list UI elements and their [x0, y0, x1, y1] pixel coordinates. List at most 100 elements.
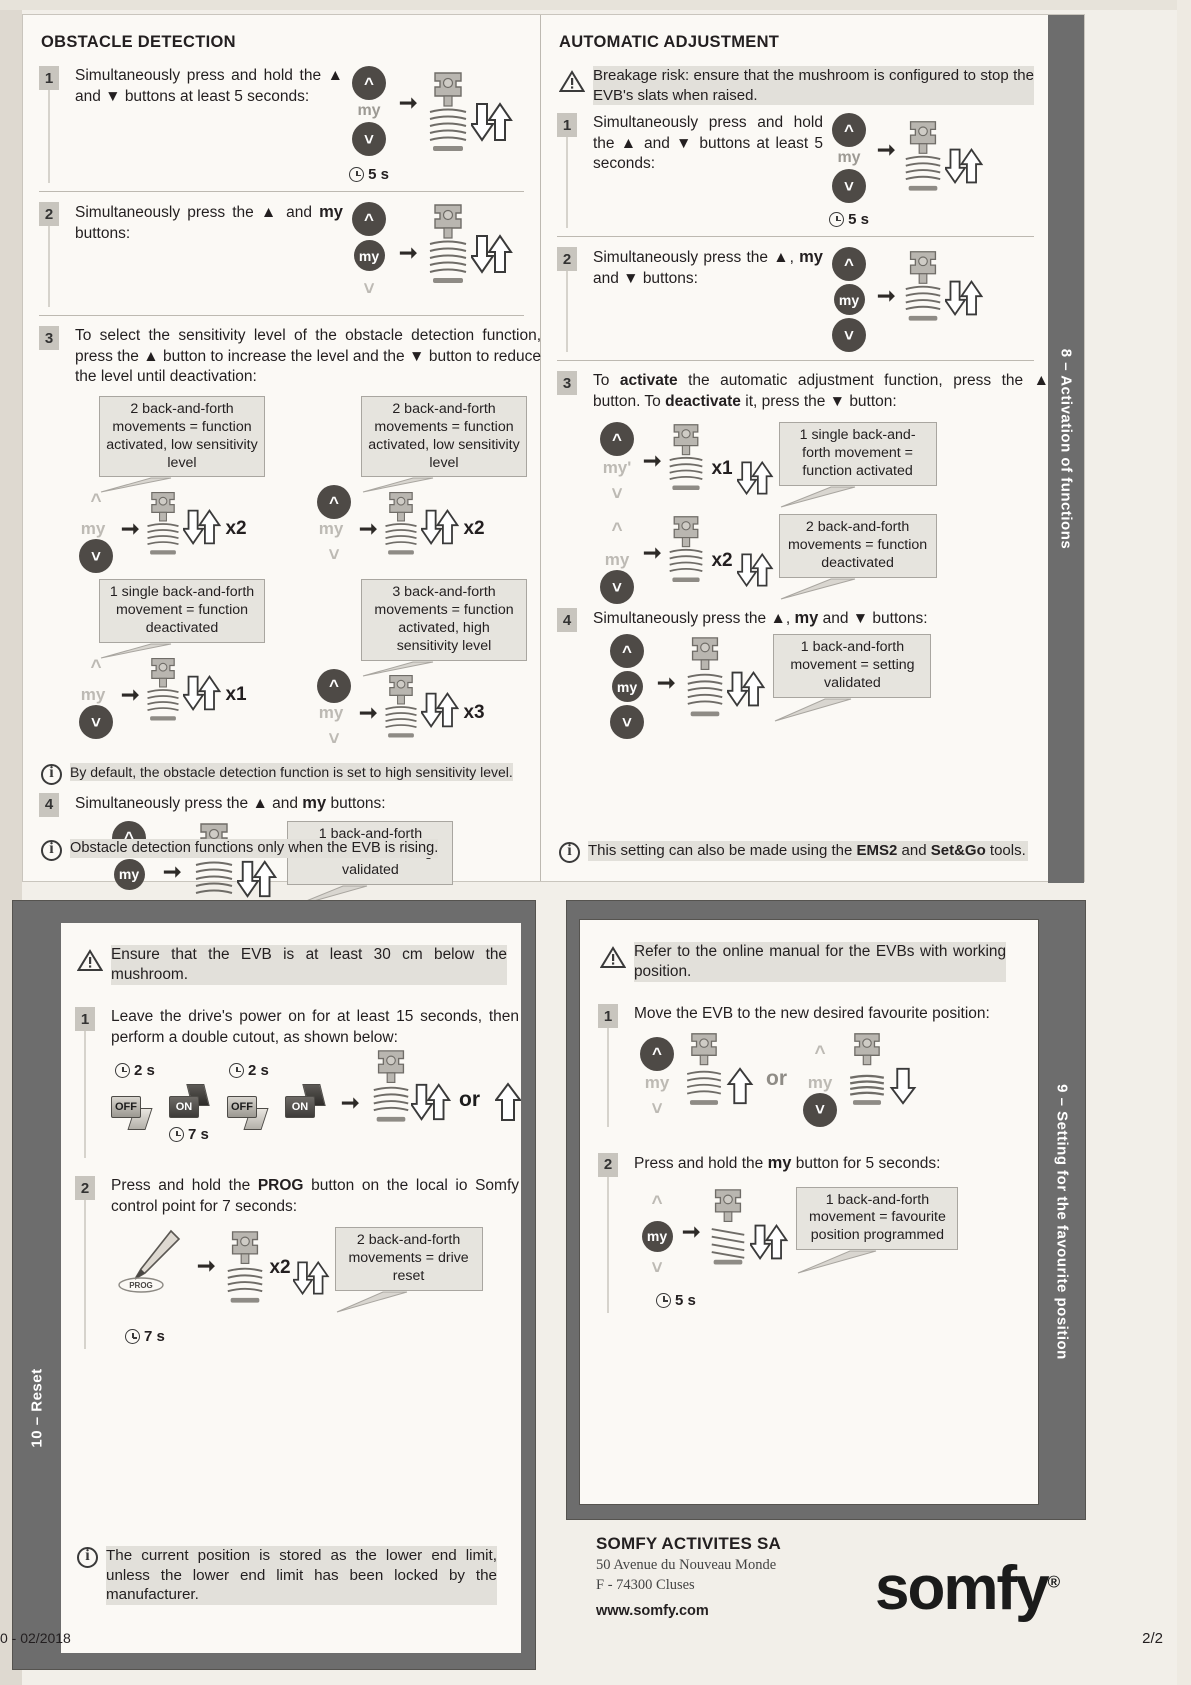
- arrow-right-icon: ➞: [341, 1090, 360, 1116]
- document-reference: 0 - 02/2018: [0, 1630, 71, 1646]
- divider: [557, 360, 1034, 361]
- step-auto-1: 1 Simultaneously press and hold the ▲ an…: [557, 113, 1034, 228]
- step-text: Simultaneously press and hold the ▲ and …: [75, 67, 343, 105]
- chevron-up-icon: ^: [610, 634, 644, 669]
- callout-text: 2 back-and-forth movements = function ac…: [99, 395, 265, 478]
- side-tab-label: 10 – Reset: [28, 1368, 46, 1448]
- arrow-right-icon: ➞: [657, 670, 676, 696]
- step-rule: [607, 1176, 609, 1313]
- step-number: 2: [557, 247, 577, 271]
- or-label: or: [459, 1088, 480, 1112]
- switch-label: OFF: [111, 1096, 141, 1119]
- prog-button-tool-icon: PROG: [117, 1227, 195, 1297]
- step-text-part-4: it, press the ▼ button:: [740, 392, 897, 410]
- clock-icon: [829, 212, 845, 227]
- step-auto-3: 3 To activate the automatic adjustment f…: [557, 371, 1049, 605]
- timer-value: 5 s: [848, 211, 869, 228]
- warning-triangle-icon: [600, 946, 626, 969]
- up-down-movement-icon: [734, 458, 777, 503]
- step-text-part-2: button on the local io Somfy control poi…: [111, 1177, 520, 1215]
- footer-address: SOMFY ACTIVITES SA 50 Avenue du Nouveau …: [596, 1534, 1016, 1619]
- blind-motor-icon: [369, 1046, 413, 1143]
- step-auto-2: 2 Simultaneously press the ▲, my and ▼ b…: [557, 247, 1034, 352]
- up-down-movement-icon: [419, 507, 463, 552]
- step-number: 2: [75, 1176, 95, 1201]
- step-rule: [566, 137, 568, 228]
- my-button-label: my: [837, 149, 861, 166]
- panel-activation-of-functions: OBSTACLE DETECTION 1 Simultaneously pres…: [22, 14, 1085, 919]
- website-link[interactable]: www.somfy.com: [596, 1603, 709, 1619]
- up-movement-icon: [494, 1080, 522, 1129]
- divider: [39, 315, 524, 316]
- step-number: 1: [75, 1007, 95, 1032]
- info-circle-icon: [77, 1546, 98, 1568]
- chevron-down-icon: ˅: [79, 705, 113, 740]
- my-button-label: my: [80, 519, 106, 539]
- callout-tail: [100, 477, 172, 493]
- step-rule: [84, 1031, 86, 1159]
- switch-off-2: OFF: [227, 1088, 273, 1131]
- step-rule: [607, 1028, 609, 1127]
- step-text-tail: and ▼ buttons:: [593, 269, 698, 287]
- up-down-movement-icon: [409, 1080, 455, 1129]
- switch-label: OFF: [227, 1096, 257, 1119]
- arrow-right-icon: ➞: [121, 516, 140, 542]
- callout-text: 2 back-and-forth movements = function ac…: [361, 395, 527, 478]
- blind-motor-icon: [845, 1031, 889, 1122]
- remote-control-diagram: ^ my ˅: [829, 247, 869, 352]
- chevron-up-icon: ^: [832, 113, 866, 147]
- step-text: Simultaneously press the ▲,: [593, 249, 800, 266]
- note-text-part-3: Set&Go: [930, 842, 986, 859]
- my-button-label: my: [318, 519, 344, 539]
- step-rule: [48, 90, 50, 183]
- divider: [557, 236, 1034, 237]
- step-text-tail: buttons:: [75, 224, 131, 242]
- timer-value: 5 s: [675, 1291, 696, 1309]
- warning-evb-below-mushroom: Ensure that the EVB is at least 30 cm be…: [77, 945, 507, 986]
- repeat-count: x2: [711, 550, 733, 572]
- divider: [39, 191, 524, 192]
- info-note-default-sensitivity: By default, the obstacle detection funct…: [41, 762, 524, 785]
- up-down-movement-icon: [181, 507, 225, 552]
- chevron-up-icon: ^: [317, 485, 351, 520]
- chevron-down-icon: ˅: [79, 539, 113, 574]
- clock-icon: [349, 167, 365, 182]
- my-button-label: my: [318, 702, 344, 722]
- arrow-right-icon: ➞: [197, 1253, 216, 1279]
- my-button-label: my: [644, 1072, 670, 1092]
- panel-favourite-position: Refer to the online manual for the EVBs …: [566, 900, 1086, 1520]
- switch-on-1: ON: [169, 1084, 215, 1126]
- chevron-up-icon: ^: [352, 66, 386, 100]
- blind-motor-icon: [665, 514, 707, 597]
- info-circle-icon: [41, 840, 62, 861]
- blind-motor-icon: [143, 490, 183, 569]
- my-button-label: my: [357, 102, 381, 119]
- step-text: Simultaneously press the ▲,: [593, 610, 795, 628]
- step-text: Leave the drive's power on for at least …: [111, 1008, 519, 1046]
- my-button: my: [833, 284, 865, 315]
- repeat-count: x3: [463, 701, 485, 723]
- or-label: or: [766, 1066, 787, 1090]
- up-down-movement-icon: [734, 550, 777, 595]
- timer-indicator: 5 s: [656, 1292, 696, 1309]
- step-obstacle-1: 1 Simultaneously press and hold the ▲ an…: [39, 66, 524, 183]
- chevron-down-icon: ˅: [651, 1098, 663, 1120]
- switch-label: ON: [169, 1096, 199, 1119]
- note-text: Obstacle detection functions only when t…: [70, 839, 439, 858]
- step-rule: [84, 1200, 86, 1350]
- timer-indicator: 2 s: [229, 1062, 269, 1079]
- arrow-right-icon: ➞: [359, 699, 378, 725]
- arrow-right-icon: ➞: [121, 682, 140, 708]
- step-text-tail: buttons:: [326, 794, 386, 812]
- timer-indicator: 5 s: [349, 166, 389, 183]
- blind-motor-icon: [706, 1185, 750, 1282]
- step-obstacle-4: 4 Simultaneously press the ▲ and my butt…: [39, 792, 524, 926]
- chevron-down-icon: ˅: [651, 1257, 663, 1279]
- side-tab-label: 9 – Setting for the favourite position: [1053, 1084, 1071, 1361]
- clock-icon: [656, 1292, 671, 1308]
- down-movement-icon: [889, 1065, 917, 1112]
- chevron-up-icon: ^: [651, 1192, 663, 1214]
- note-text-part-4: tools.: [985, 842, 1026, 859]
- step-text-part-1: activate: [619, 372, 678, 389]
- step-text: Move the EVB to the new desired favourit…: [634, 1005, 990, 1023]
